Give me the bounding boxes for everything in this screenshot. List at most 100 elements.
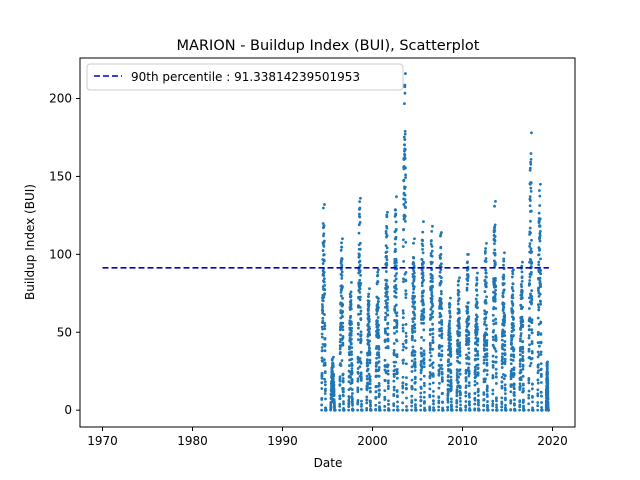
data-point <box>482 344 486 347</box>
data-point <box>412 269 416 272</box>
data-point <box>527 381 531 385</box>
data-point <box>374 347 378 350</box>
data-point <box>457 297 461 301</box>
data-point <box>365 407 369 410</box>
data-point <box>323 327 327 331</box>
data-point <box>368 351 372 354</box>
data-point <box>411 335 414 339</box>
data-point <box>349 341 353 345</box>
data-point <box>449 397 453 401</box>
plot-frame <box>79 57 576 428</box>
data-point <box>439 314 443 318</box>
legend-label: 90th percentile : 91.33814239501953 <box>131 70 360 84</box>
data-point <box>528 226 532 230</box>
data-point <box>430 254 434 258</box>
data-point <box>350 337 353 341</box>
data-point <box>511 358 515 362</box>
data-point <box>321 309 325 313</box>
data-point <box>485 363 489 367</box>
data-point <box>369 404 372 408</box>
data-point <box>428 406 432 410</box>
data-point <box>394 220 398 224</box>
data-point <box>404 383 408 386</box>
data-point <box>385 261 389 265</box>
data-point <box>402 280 405 284</box>
data-point <box>384 315 387 319</box>
data-point <box>456 356 459 359</box>
data-point <box>512 328 516 332</box>
data-point <box>358 287 362 291</box>
data-point <box>387 399 390 403</box>
data-point <box>386 332 390 336</box>
data-point <box>527 324 531 328</box>
data-point <box>449 362 453 366</box>
data-point <box>419 368 423 372</box>
data-point <box>467 384 471 388</box>
data-point <box>440 372 444 376</box>
data-point <box>527 389 531 393</box>
data-point <box>458 386 462 390</box>
y-axis: 0 50 100 150 200 <box>49 92 80 417</box>
data-point <box>339 364 343 367</box>
data-point <box>420 366 424 370</box>
data-point <box>536 401 540 404</box>
data-point <box>393 279 396 283</box>
data-point <box>376 305 380 309</box>
data-point <box>467 356 471 360</box>
data-point <box>413 300 416 304</box>
data-point <box>439 276 443 279</box>
data-point <box>341 321 345 325</box>
data-point <box>537 263 541 267</box>
data-point <box>349 320 353 324</box>
data-point <box>458 331 462 335</box>
data-point <box>450 405 453 409</box>
data-point <box>367 330 371 334</box>
data-point <box>439 262 443 266</box>
y-tick-label: 150 <box>49 169 72 183</box>
data-point <box>386 297 390 301</box>
data-point <box>323 383 327 387</box>
data-point <box>484 301 488 305</box>
data-point <box>377 300 380 303</box>
data-point <box>414 408 418 412</box>
data-point <box>368 375 372 378</box>
data-point <box>538 239 542 243</box>
data-point <box>395 376 399 380</box>
data-point <box>518 384 522 388</box>
data-point <box>500 375 504 379</box>
data-point <box>529 361 533 365</box>
data-point <box>473 383 477 387</box>
data-point <box>530 298 534 302</box>
data-point <box>485 242 488 245</box>
data-point <box>377 384 381 388</box>
data-point <box>385 258 389 262</box>
data-point <box>342 394 345 398</box>
data-point <box>518 403 522 407</box>
data-point <box>320 303 324 306</box>
data-point <box>320 403 324 407</box>
data-point <box>458 334 462 337</box>
data-point <box>493 299 497 303</box>
data-point <box>536 392 540 396</box>
data-point <box>441 392 444 396</box>
x-tick-label: 2020 <box>537 434 568 448</box>
data-point <box>449 400 453 404</box>
data-point <box>439 245 443 249</box>
data-point <box>358 221 362 224</box>
data-point <box>321 359 324 363</box>
data-point <box>539 302 543 306</box>
data-point <box>538 292 542 296</box>
data-point <box>410 359 414 363</box>
data-point <box>530 261 534 264</box>
data-point <box>537 305 541 309</box>
data-point <box>547 408 550 412</box>
data-point <box>356 408 360 412</box>
data-point <box>527 307 531 310</box>
data-point <box>536 404 540 408</box>
data-point <box>341 377 345 380</box>
data-point <box>338 379 342 383</box>
data-point <box>529 209 533 213</box>
data-point <box>341 343 345 347</box>
data-point <box>321 327 324 331</box>
data-point <box>384 330 387 334</box>
